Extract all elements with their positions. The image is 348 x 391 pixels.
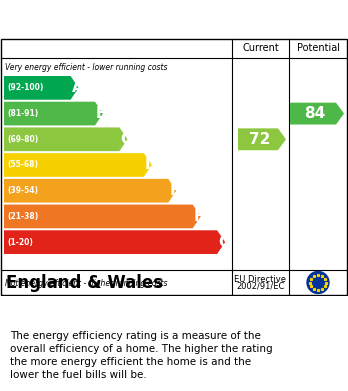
Text: E: E [169, 183, 180, 198]
Text: A: A [72, 81, 84, 95]
Text: Not energy efficient - higher running costs: Not energy efficient - higher running co… [5, 280, 167, 289]
Text: F: F [194, 209, 204, 224]
Text: Current: Current [242, 43, 279, 53]
Polygon shape [4, 179, 176, 203]
Text: 72: 72 [249, 132, 271, 147]
Text: Energy Efficiency Rating: Energy Efficiency Rating [10, 10, 258, 28]
Text: C: C [120, 132, 132, 147]
Text: EU Directive: EU Directive [235, 274, 286, 283]
Text: (55-68): (55-68) [7, 160, 38, 170]
Polygon shape [290, 103, 344, 124]
Text: (39-54): (39-54) [7, 186, 38, 195]
Text: Very energy efficient - lower running costs: Very energy efficient - lower running co… [5, 63, 167, 72]
Text: lower the fuel bills will be.: lower the fuel bills will be. [10, 370, 147, 380]
Circle shape [307, 271, 329, 294]
Polygon shape [4, 76, 79, 100]
Text: the more energy efficient the home is and the: the more energy efficient the home is an… [10, 357, 252, 368]
Polygon shape [4, 127, 127, 151]
Polygon shape [4, 230, 225, 254]
Polygon shape [4, 204, 201, 228]
Text: overall efficiency of a home. The higher the rating: overall efficiency of a home. The higher… [10, 344, 273, 354]
Text: B: B [96, 106, 108, 121]
Text: D: D [145, 158, 158, 172]
Polygon shape [4, 153, 152, 177]
Text: G: G [218, 235, 231, 249]
Text: England & Wales: England & Wales [6, 273, 163, 292]
Text: 2002/91/EC: 2002/91/EC [236, 282, 285, 291]
Text: Potential: Potential [296, 43, 340, 53]
Text: The energy efficiency rating is a measure of the: The energy efficiency rating is a measur… [10, 332, 261, 341]
Text: (21-38): (21-38) [7, 212, 38, 221]
Text: (1-20): (1-20) [7, 238, 33, 247]
Polygon shape [4, 102, 103, 126]
Polygon shape [238, 128, 286, 150]
Text: (92-100): (92-100) [7, 83, 44, 92]
Text: 84: 84 [304, 106, 326, 121]
Text: (81-91): (81-91) [7, 109, 38, 118]
Text: (69-80): (69-80) [7, 135, 38, 144]
